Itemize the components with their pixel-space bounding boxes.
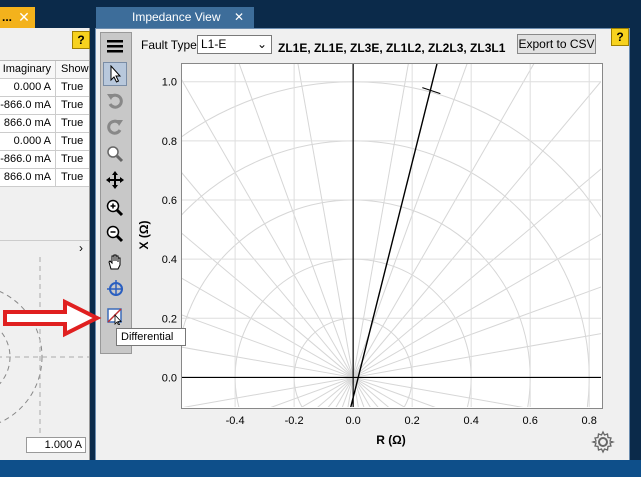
y-tick-label: 1.0 — [162, 77, 177, 89]
horizontal-scrollbar[interactable]: › — [0, 240, 89, 257]
polar-grid-ray — [352, 64, 535, 378]
characteristic-icon[interactable] — [103, 276, 127, 300]
zoom-box-icon[interactable] — [103, 142, 127, 166]
x-tick-label: 0.8 — [582, 415, 597, 427]
polar-grid-ray — [182, 376, 354, 407]
table-header: Imaginary Show — [0, 61, 89, 79]
x-tick-label: 0.2 — [405, 415, 420, 427]
polar-grid-ray — [352, 286, 601, 378]
left-tab-title: ... — [2, 10, 13, 24]
cell-show[interactable]: True — [61, 171, 84, 183]
status-bar — [0, 460, 641, 477]
polar-grid-ray — [352, 64, 468, 378]
tab-title: Impedance View — [132, 10, 221, 24]
zoom-in-icon[interactable] — [103, 196, 127, 220]
impedance-line — [350, 64, 438, 407]
cell-imaginary: -866.0 mA — [0, 97, 56, 114]
select-pointer-icon[interactable] — [103, 62, 127, 86]
column-header-show[interactable]: Show — [61, 63, 89, 75]
differential-icon[interactable] — [103, 304, 127, 328]
export-csv-button[interactable]: Export to CSV — [517, 34, 596, 54]
cell-show[interactable]: True — [61, 153, 84, 165]
polar-grid-ray — [352, 168, 601, 378]
polar-grid-ray — [352, 233, 601, 378]
polar-grid-ray — [352, 80, 601, 378]
zoom-out-icon[interactable] — [103, 222, 127, 246]
cell-show[interactable]: True — [61, 81, 84, 93]
left-panel-tab[interactable]: ... ✕ — [0, 7, 35, 28]
polar-grid-ray — [182, 314, 354, 378]
impedance-marker — [422, 87, 441, 95]
y-tick-label: 0.2 — [162, 313, 177, 325]
polar-grid-ray — [238, 64, 354, 378]
table-row[interactable]: -866.0 mA True — [0, 151, 89, 169]
help-icon[interactable]: ? — [72, 31, 90, 49]
impedance-plot-area[interactable] — [181, 63, 603, 409]
cell-imaginary: 0.000 A — [0, 79, 56, 96]
x-axis-label: R (Ω) — [376, 433, 406, 447]
table-row[interactable]: 866.0 mA True — [0, 115, 89, 133]
y-tick-label: 0.0 — [162, 372, 177, 384]
phasor-table: Imaginary Show 0.000 A True -866.0 mA Tr… — [0, 60, 89, 187]
magnitude-value-box[interactable]: 1.000 A — [26, 437, 86, 453]
cell-imaginary: -866.0 mA — [0, 151, 56, 168]
polar-grid-ray — [182, 346, 354, 378]
gear-icon[interactable] — [591, 430, 615, 454]
polar-grid-ray — [182, 172, 354, 378]
fault-type-select[interactable]: L1-E ⌄ — [197, 35, 272, 54]
y-axis-label: X (Ω) — [137, 221, 151, 250]
phasor-plot-fragment[interactable] — [0, 257, 89, 437]
table-row[interactable]: 866.0 mA True — [0, 169, 89, 187]
x-tick-label: 0.0 — [345, 415, 360, 427]
close-icon[interactable]: ✕ — [18, 9, 30, 25]
polar-grid-ray — [182, 79, 354, 378]
cell-show[interactable]: True — [61, 135, 84, 147]
menu-icon[interactable] — [103, 34, 127, 58]
x-tick-label: 0.6 — [523, 415, 538, 427]
polar-grid-ray — [353, 376, 524, 407]
help-icon[interactable]: ? — [611, 28, 629, 46]
pan-move-icon[interactable] — [103, 168, 127, 192]
fault-type-value: L1-E — [201, 37, 227, 51]
tab-impedance-view[interactable]: Impedance View ✕ — [96, 7, 254, 28]
redo-icon[interactable] — [103, 114, 127, 138]
polar-grid-ray — [353, 333, 601, 378]
polar-grid-ray — [352, 64, 409, 378]
cell-imaginary: 0.000 A — [0, 133, 56, 150]
y-tick-label: 0.8 — [162, 136, 177, 148]
table-row[interactable]: 0.000 A True — [0, 133, 89, 151]
cell-imaginary: 866.0 mA — [0, 169, 56, 186]
polar-grid-ray — [182, 232, 354, 378]
x-tick-label: -0.4 — [226, 415, 245, 427]
y-tick-label: 0.6 — [162, 195, 177, 207]
close-icon[interactable]: ✕ — [234, 10, 245, 24]
fault-type-label: Fault Type — [141, 38, 197, 52]
table-row[interactable]: -866.0 mA True — [0, 97, 89, 115]
polar-grid-ray — [182, 277, 354, 378]
tooltip-differential: Differential — [116, 328, 186, 346]
cell-imaginary: 866.0 mA — [0, 115, 56, 132]
x-tick-label: -0.2 — [285, 415, 304, 427]
hand-icon[interactable] — [103, 250, 127, 274]
table-row[interactable]: 0.000 A True — [0, 79, 89, 97]
polar-grid-ray — [297, 64, 354, 378]
cell-show[interactable]: True — [61, 117, 84, 129]
highlight-arrow-icon — [3, 298, 102, 338]
y-tick-label: 0.4 — [162, 254, 177, 266]
cell-show[interactable]: True — [61, 99, 84, 111]
fault-loop-list: ZL1E, ZL1E, ZL3E, ZL1L2, ZL2L3, ZL3L1 — [278, 41, 506, 55]
column-header-imaginary[interactable]: Imaginary — [0, 61, 56, 78]
undo-icon[interactable] — [103, 88, 127, 112]
x-tick-label: 0.4 — [464, 415, 479, 427]
scroll-right-icon[interactable]: › — [79, 241, 83, 255]
chevron-down-icon: ⌄ — [256, 37, 267, 51]
